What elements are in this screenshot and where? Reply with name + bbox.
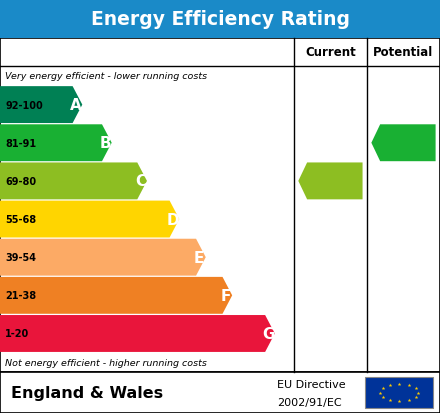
Text: 2002/91/EC: 2002/91/EC: [277, 396, 342, 407]
Text: 92-100: 92-100: [5, 100, 43, 110]
Text: Not energy efficient - higher running costs: Not energy efficient - higher running co…: [5, 358, 207, 367]
Polygon shape: [0, 277, 232, 314]
Text: D: D: [166, 212, 179, 227]
Text: Energy Efficiency Rating: Energy Efficiency Rating: [91, 10, 349, 28]
Text: 86: 86: [393, 134, 419, 152]
Bar: [365, 377, 433, 408]
Text: 39-54: 39-54: [5, 253, 36, 263]
Polygon shape: [371, 125, 436, 162]
Text: E: E: [194, 250, 204, 265]
Text: G: G: [262, 326, 275, 341]
Polygon shape: [0, 163, 147, 200]
Text: 1-20: 1-20: [5, 329, 29, 339]
Polygon shape: [0, 125, 112, 162]
Bar: [0, 0, 440, 38]
Text: Very energy efficient - lower running costs: Very energy efficient - lower running co…: [5, 72, 207, 81]
Text: B: B: [99, 136, 111, 151]
Text: EU Directive: EU Directive: [277, 379, 346, 389]
Text: 72: 72: [321, 173, 345, 190]
Bar: [0, 373, 440, 413]
Polygon shape: [0, 239, 206, 276]
Text: 21-38: 21-38: [5, 291, 37, 301]
Text: F: F: [220, 288, 231, 303]
Polygon shape: [0, 315, 275, 352]
Text: Potential: Potential: [374, 46, 433, 59]
Polygon shape: [0, 201, 179, 238]
Text: A: A: [70, 98, 81, 113]
Text: 69-80: 69-80: [5, 176, 37, 186]
Text: 55-68: 55-68: [5, 214, 37, 225]
Text: England & Wales: England & Wales: [11, 385, 163, 400]
Polygon shape: [0, 87, 82, 124]
Text: C: C: [135, 174, 146, 189]
Text: 81-91: 81-91: [5, 138, 37, 148]
Bar: [0, 38, 440, 373]
Polygon shape: [298, 163, 363, 200]
Text: Current: Current: [305, 46, 356, 59]
